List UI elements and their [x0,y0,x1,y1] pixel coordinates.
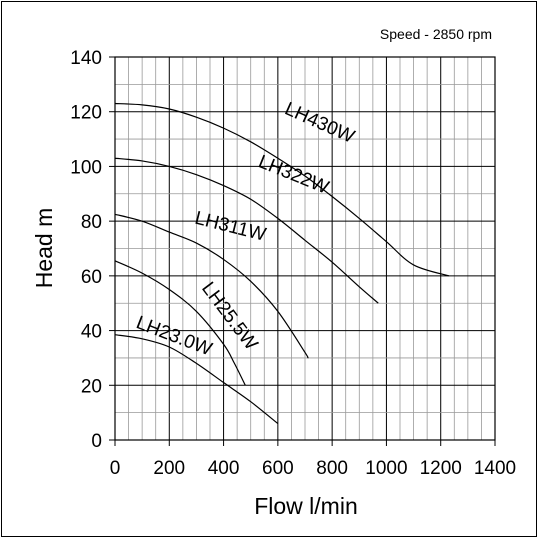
x-tick-label: 200 [153,458,185,479]
curve-lh25-5w [114,260,246,386]
y-tick-label: 0 [91,431,102,452]
curve-label-lh322w: LH322W [255,151,331,198]
curves [114,102,450,425]
x-tick-label: 1000 [365,458,407,479]
axes: 0 200 400 600 800 1000 1200 1400 0 20 40 60 80 100 120… [70,48,516,479]
curve-lh311w [114,213,309,359]
curve-label-lh311w: LH311W [193,208,269,246]
x-tick-label: 400 [208,458,240,479]
speed-note: Speed - 2850 rpm [380,26,492,42]
y-tick-label: 120 [70,103,102,124]
x-tick-label: 1200 [420,458,462,479]
curve-lh322w [114,157,379,304]
x-axis-title: Flow l/min [254,493,358,519]
plot-border [114,56,496,441]
x-tick-label: 800 [316,458,348,479]
curve-lh23-0w [114,334,279,425]
y-tick-label: 40 [81,322,102,343]
curve-label-lh430w: LH430W [281,98,357,147]
y-tick-label: 100 [70,157,102,178]
y-tick-label: 20 [81,376,102,397]
x-tick-label: 0 [110,458,121,479]
curve-label-lh23-0w: LH23.0W [133,312,215,360]
y-tick-label: 80 [81,212,102,233]
y-axis-title: Head m [31,208,57,289]
grid [114,56,496,441]
y-tick-label: 60 [81,267,102,288]
curve-lh430w [114,102,450,277]
x-tick-label: 1400 [474,458,516,479]
y-tick-label: 140 [70,48,102,69]
x-tick-label: 600 [262,458,294,479]
